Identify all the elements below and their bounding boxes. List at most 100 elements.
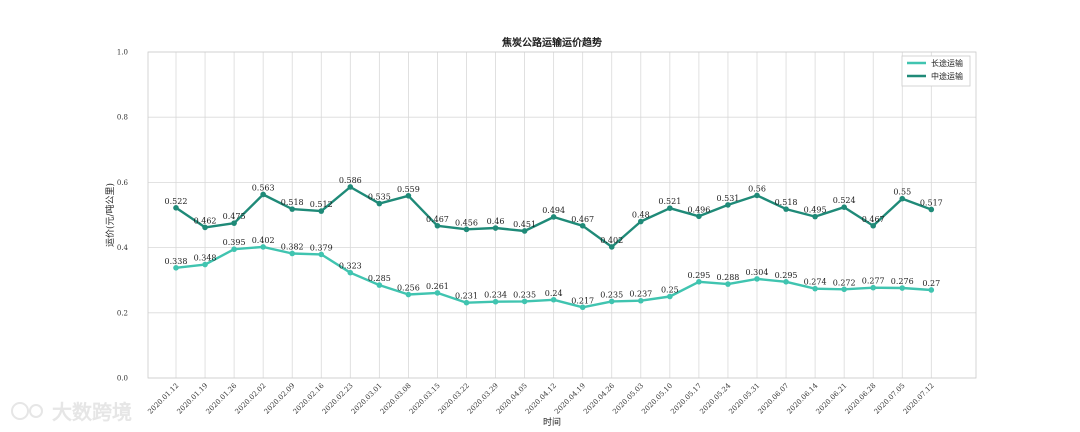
legend-label-mid-haul: 中途运输 — [931, 71, 963, 81]
watermark-text: 大数跨境 — [52, 400, 132, 424]
data-label: 0.379 — [310, 243, 333, 252]
data-label: 0.518 — [775, 198, 798, 207]
data-point — [376, 200, 383, 207]
data-point — [434, 290, 441, 296]
data-point — [521, 298, 528, 305]
x-tick-label: 2020.07.12 — [902, 382, 936, 416]
data-label: 0.237 — [629, 290, 652, 299]
y-axis-label: 运价(元/吨公里) — [104, 183, 116, 247]
data-label: 0.559 — [397, 185, 420, 194]
data-label: 0.234 — [484, 291, 507, 300]
data-point — [289, 206, 296, 212]
data-point — [521, 228, 528, 234]
data-point — [696, 213, 702, 220]
data-point — [492, 225, 499, 231]
data-point — [696, 279, 702, 285]
data-point — [405, 291, 412, 298]
data-labels: 0.338 0.348 0.395 0.402 0.382 0.379 0.323 0.285… — [165, 176, 943, 305]
data-label: 0.55 — [893, 188, 911, 197]
data-label: 0.462 — [194, 216, 217, 225]
data-point — [202, 224, 208, 231]
data-point — [231, 246, 237, 253]
data-point — [667, 205, 673, 211]
data-label: 0.563 — [252, 183, 275, 192]
data-point — [550, 214, 557, 220]
data-point — [754, 192, 760, 199]
data-label: 0.27 — [922, 279, 940, 288]
data-point — [463, 226, 470, 233]
data-point — [231, 220, 237, 226]
data-label: 0.451 — [513, 220, 536, 229]
data-label: 0.395 — [223, 238, 246, 247]
data-label: 0.586 — [339, 176, 362, 185]
data-label: 0.235 — [513, 290, 536, 299]
data-points — [173, 184, 935, 311]
data-point — [347, 184, 354, 190]
data-label: 0.295 — [775, 271, 798, 280]
data-point — [260, 244, 266, 250]
data-point — [783, 206, 789, 212]
y-tick-label: 0.8 — [117, 114, 128, 122]
data-point — [783, 279, 789, 285]
data-label: 0.496 — [687, 205, 710, 214]
data-label: 0.295 — [687, 271, 710, 280]
x-axis-label: 时间 — [543, 416, 561, 428]
data-label: 0.535 — [368, 193, 391, 202]
data-label: 0.231 — [455, 292, 478, 301]
data-label: 0.304 — [746, 268, 769, 277]
x-axis-ticks: 2020.01.122020.01.192020.01.262020.02.02… — [146, 381, 935, 415]
data-point — [318, 208, 325, 214]
y-tick-label: 0.6 — [117, 179, 129, 187]
data-label: 0.518 — [281, 198, 304, 207]
data-label: 0.46 — [487, 217, 505, 226]
data-label: 0.467 — [862, 215, 885, 224]
data-label: 0.402 — [600, 236, 623, 245]
data-point — [579, 222, 586, 229]
data-label: 0.338 — [165, 257, 188, 266]
data-label: 0.277 — [862, 277, 885, 286]
data-label: 0.285 — [368, 274, 391, 283]
data-point — [347, 269, 354, 276]
y-axis-ticks: 0.0 0.2 0.4 0.6 0.8 1.0 — [117, 49, 129, 383]
chart-title: 焦炭公路运输运价趋势 — [501, 36, 602, 49]
data-point — [202, 261, 208, 268]
y-tick-label: 0.0 — [117, 375, 128, 383]
data-point — [754, 276, 760, 282]
data-label: 0.456 — [455, 218, 478, 227]
data-label: 0.56 — [748, 184, 766, 193]
data-label: 0.274 — [804, 278, 827, 287]
data-point — [870, 284, 876, 291]
data-label: 0.235 — [600, 290, 623, 299]
data-label: 0.348 — [194, 254, 217, 263]
data-point — [928, 206, 935, 213]
data-label: 0.261 — [426, 282, 449, 291]
data-label: 0.323 — [339, 262, 362, 271]
data-label: 0.467 — [426, 215, 449, 224]
data-point — [608, 244, 615, 250]
data-point — [638, 297, 644, 304]
data-point — [434, 222, 441, 229]
data-point — [667, 293, 673, 300]
data-point — [579, 304, 586, 311]
data-point — [638, 218, 644, 225]
legend-label-long-haul: 长途运输 — [931, 58, 963, 68]
data-point — [173, 205, 179, 211]
data-point — [812, 285, 818, 292]
data-point — [841, 286, 847, 293]
data-label: 0.467 — [571, 215, 594, 224]
data-point — [812, 213, 818, 220]
data-point — [899, 285, 906, 291]
data-label: 0.402 — [252, 236, 275, 245]
data-point — [870, 222, 876, 229]
watermark-logo-icon-2 — [29, 404, 43, 418]
grid — [148, 51, 976, 379]
data-point — [463, 299, 470, 306]
data-point — [725, 202, 731, 208]
plot-area — [147, 51, 977, 379]
data-label: 0.256 — [397, 284, 420, 293]
data-label: 0.531 — [716, 194, 739, 203]
data-point — [376, 282, 383, 288]
data-label: 0.25 — [661, 286, 679, 295]
data-label: 0.517 — [920, 198, 943, 207]
